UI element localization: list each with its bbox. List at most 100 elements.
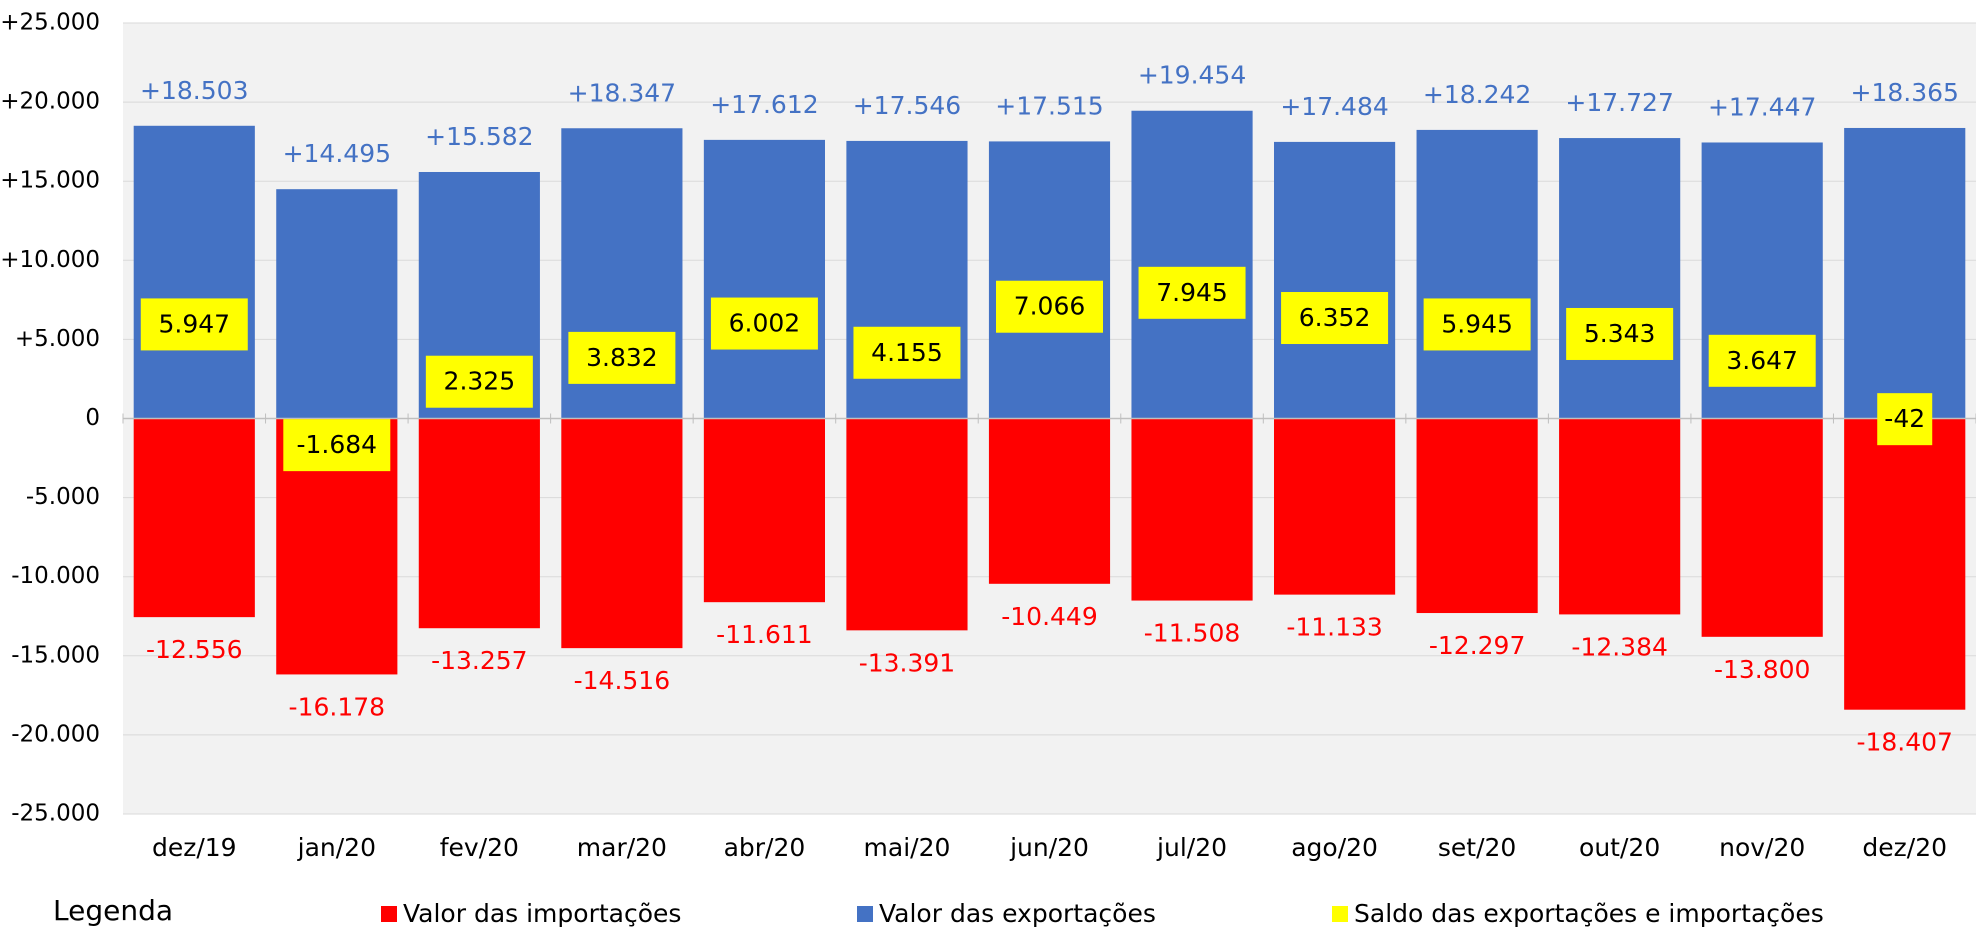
saldo-marker <box>1877 393 1933 446</box>
data-label: +15.582 <box>425 122 533 151</box>
data-label: -11.508 <box>1144 619 1241 648</box>
x-tick-label: dez/19 <box>152 833 237 862</box>
data-label: -13.391 <box>859 648 956 677</box>
data-label: -1.684 <box>297 430 378 459</box>
y-tick-label: +10.000 <box>0 247 100 273</box>
x-tick-label: jun/20 <box>1009 833 1089 862</box>
bar <box>1416 129 1538 419</box>
y-tick-label: -10.000 <box>11 563 100 589</box>
saldo-marker <box>283 419 391 472</box>
saldo-marker <box>568 331 676 384</box>
data-label: 5.947 <box>158 309 230 338</box>
data-label: 2.325 <box>444 367 516 396</box>
legend-label: Valor das exportações <box>879 899 1156 928</box>
data-label: +17.484 <box>1280 92 1388 121</box>
data-label: +17.546 <box>853 91 961 120</box>
saldo-marker <box>1566 307 1674 360</box>
data-label: +17.515 <box>995 91 1103 120</box>
bar <box>1844 418 1966 710</box>
bar <box>988 141 1111 419</box>
data-label: +18.242 <box>1423 80 1531 109</box>
saldo-marker <box>1281 292 1389 345</box>
legend-label: Saldo das exportações e importações <box>1354 899 1824 928</box>
legend-swatch <box>1332 906 1348 922</box>
y-tick-label: +5.000 <box>15 326 100 352</box>
data-label: +17.612 <box>710 90 818 119</box>
data-label: +14.495 <box>283 139 391 168</box>
saldo-marker <box>1138 266 1246 319</box>
saldo-marker <box>140 298 248 351</box>
bar <box>561 418 683 649</box>
data-label: 6.352 <box>1299 303 1371 332</box>
data-label: +18.503 <box>140 76 248 105</box>
x-tick-label: jan/20 <box>297 833 376 862</box>
legend-label: Valor das importações <box>403 899 681 928</box>
y-tick-label: -20.000 <box>11 721 100 747</box>
bar <box>1131 418 1253 601</box>
data-label: -11.611 <box>716 620 813 649</box>
data-label: -16.178 <box>289 692 386 721</box>
data-label: 7.945 <box>1156 278 1228 307</box>
x-tick-label: mar/20 <box>577 833 667 862</box>
bar <box>1273 141 1396 419</box>
data-label: 5.343 <box>1584 319 1656 348</box>
y-tick-label: +20.000 <box>0 89 100 115</box>
x-tick-label: abr/20 <box>724 833 806 862</box>
data-label: -10.449 <box>1001 602 1098 631</box>
saldo-marker <box>1423 298 1531 351</box>
saldo-marker <box>425 355 533 408</box>
x-tick-label: nov/20 <box>1719 833 1805 862</box>
bar <box>1559 138 1681 419</box>
y-tick-label: -15.000 <box>11 642 100 668</box>
data-label: +18.365 <box>1851 78 1959 107</box>
legend-swatch <box>857 906 873 922</box>
y-tick-label: 0 <box>85 405 100 431</box>
bar <box>703 418 826 603</box>
bar <box>703 139 826 419</box>
legend-swatch <box>381 906 397 922</box>
bar <box>1131 110 1253 419</box>
data-label: 5.945 <box>1441 309 1513 338</box>
x-tick-label: mai/20 <box>864 833 951 862</box>
saldo-marker <box>710 297 818 350</box>
x-tick-label: ago/20 <box>1291 833 1378 862</box>
y-tick-label: -5.000 <box>26 484 100 510</box>
data-label: -13.800 <box>1714 655 1811 684</box>
saldo-marker <box>996 280 1103 333</box>
data-label: -12.297 <box>1429 631 1526 660</box>
y-tick-label: +25.000 <box>0 10 100 36</box>
data-label: 6.002 <box>729 309 801 338</box>
data-label: -14.516 <box>574 666 671 695</box>
y-tick-label: +15.000 <box>0 168 100 194</box>
bar <box>1844 127 1966 419</box>
x-tick-label: jul/20 <box>1156 833 1227 862</box>
data-label: -12.556 <box>146 635 243 664</box>
data-label: +17.727 <box>1565 88 1673 117</box>
data-label: -13.257 <box>431 646 528 675</box>
x-tick-label: set/20 <box>1438 833 1516 862</box>
data-label: 3.647 <box>1726 346 1798 375</box>
bar <box>1273 418 1396 595</box>
bar <box>1701 418 1823 637</box>
data-label: 4.155 <box>871 338 943 367</box>
x-tick-label: out/20 <box>1579 833 1660 862</box>
data-label: -42 <box>1884 404 1925 433</box>
bar <box>276 189 398 419</box>
data-label: +18.347 <box>568 78 676 107</box>
bar <box>1559 418 1681 615</box>
legend-title: Legenda <box>53 894 173 927</box>
data-label: 3.832 <box>586 343 658 372</box>
data-label: -11.133 <box>1286 613 1383 642</box>
bar <box>133 418 255 618</box>
saldo-marker <box>1708 334 1816 387</box>
data-label: +19.454 <box>1138 61 1246 90</box>
bar <box>1416 418 1538 614</box>
x-tick-label: dez/20 <box>1862 833 1947 862</box>
data-label: +17.447 <box>1708 92 1816 121</box>
bar <box>133 125 255 419</box>
y-tick-label: -25.000 <box>11 801 100 827</box>
data-label: -18.407 <box>1856 728 1953 757</box>
bar <box>418 418 540 629</box>
bar <box>988 418 1111 584</box>
